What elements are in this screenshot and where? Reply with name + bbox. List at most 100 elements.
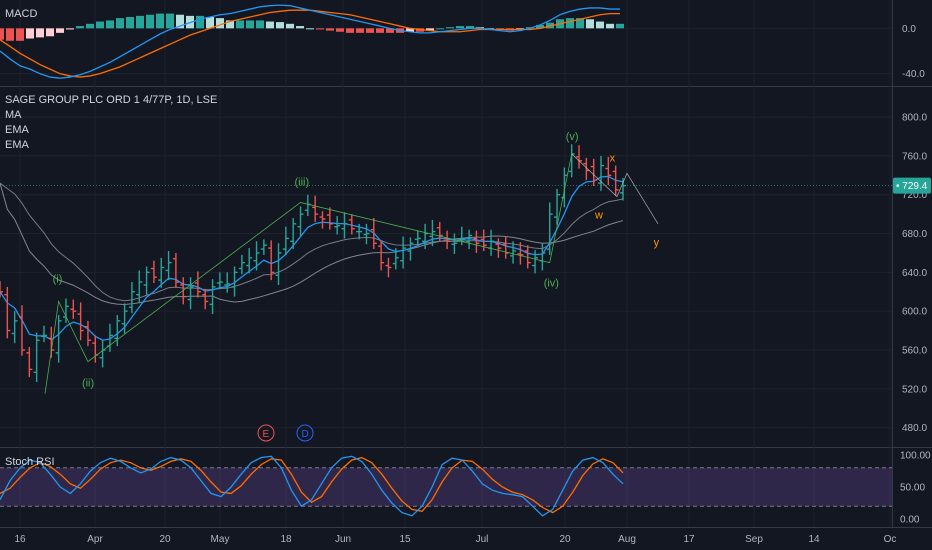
price-pane: (i) (ii) (iii) (iv) (v) x w y E D [0,131,892,442]
macd-histogram-bar [36,28,44,38]
macd-histogram-bar [246,20,254,29]
macd-histogram-bar [106,20,114,29]
time-axis: 16 Apr 20 May 18 Jun 15 Jul 20 Aug 17 Sep 14 Oc [14,534,896,545]
ema-indicator-label-1[interactable]: EMA [5,124,29,136]
macd-histogram-bar [56,28,64,33]
macd-histogram-bar [66,28,74,30]
time-axis-label: 14 [808,534,820,545]
macd-histogram-bar [616,23,624,29]
ma-indicator-label[interactable]: MA [5,109,22,121]
macd-pane-title: MACD [5,8,38,20]
event-marker-e [257,424,275,442]
price-axis-label: 640.0 [902,268,927,279]
time-axis-label: 20 [559,534,571,545]
stoch-axis-label: 50.00 [900,483,925,494]
macd-histogram-bar [446,27,454,29]
time-axis-label: 16 [14,534,26,545]
time-axis-label: Jun [335,534,351,545]
macd-signal-line [0,9,620,78]
time-axis-label: Jul [476,534,489,545]
macd-histogram-bar [576,18,584,29]
price-axis-label: 0.0 [902,24,916,35]
elliott-wave-label: x [610,152,616,164]
macd-histogram-bar [196,15,204,29]
price-axis-label: -40.0 [902,69,925,80]
macd-histogram-bar [436,28,444,30]
time-axis-label: Oc [884,534,897,545]
macd-histogram-bar [606,23,614,29]
last-price-badge [893,177,931,194]
time-axis-label: Sep [745,534,763,545]
macd-histogram-bar [376,28,384,33]
ema-slow-line [0,182,624,302]
macd-histogram-bar [96,21,104,29]
elliott-correction-lines [571,153,659,225]
macd-histogram-bar [6,28,14,41]
macd-histogram-bar [426,28,434,31]
macd-histogram-bar [76,26,84,29]
price-axis-label: 800.0 [902,113,927,124]
elliott-impulse-lines [44,153,573,394]
chart-grid [0,0,932,528]
macd-histogram-bar [266,21,274,29]
elliott-wave-label: (ii) [82,378,94,390]
price-axis-label: 600.0 [902,307,927,318]
elliott-wave-label: (v) [566,131,579,143]
stoch-band-fill [0,467,892,507]
macd-histogram-bar [256,20,264,29]
price-axis-label: 680.0 [902,229,927,240]
macd-histogram-bar [26,28,34,39]
macd-histogram-bar [296,26,304,29]
price-axis-label: 480.0 [902,423,927,434]
macd-line [0,4,620,79]
macd-histogram-bar [156,13,164,29]
ema-fast-line [0,175,624,341]
macd-histogram-bar [386,28,394,33]
ema-indicator-label-2[interactable]: EMA [5,139,29,151]
price-axis-label: 520.0 [902,384,927,395]
time-axis-label: 15 [399,534,411,545]
time-axis-label: Apr [87,534,103,545]
price-pane-legend: SAGE GROUP PLC ORD 1 4/77P, 1D, LSE MA E… [5,93,217,153]
macd-histogram-bar [176,14,184,29]
macd-histogram-bar [456,26,464,29]
macd-histogram-bar [366,28,374,33]
macd-histogram-bar [126,17,134,29]
stoch-rsi-pane [0,455,892,517]
macd-histogram-bar [146,14,154,29]
elliott-wave-label: (iii) [295,177,310,189]
macd-histogram-bar [216,18,224,29]
macd-histogram-bar [46,28,54,37]
elliott-wave-label: (iv) [544,278,559,290]
price-axis-label: 760.0 [902,151,927,162]
macd-histogram-bar [406,28,414,32]
macd-histogram-bar [136,15,144,29]
price-axis-label: 560.0 [902,345,927,356]
time-axis-label: 20 [159,534,171,545]
event-marker-label: E [263,429,270,440]
ma-line [0,182,624,305]
macd-histogram-bar [326,28,334,31]
time-axis-label: Aug [618,534,636,545]
macd-pane [0,4,624,79]
time-axis-label: 17 [683,534,695,545]
price-axis-label: 720.0 [902,190,927,201]
stoch-rsi-title: Stoch RSI [5,456,55,468]
macd-histogram-bar [276,22,284,29]
macd-histogram-bar [226,20,234,29]
event-marker-label: D [302,429,309,440]
macd-histogram-bar [336,28,344,32]
macd-histogram-bar [566,18,574,29]
event-marker-d [296,424,314,442]
macd-histogram-bar [0,28,4,40]
time-axis-label: May [211,534,230,545]
macd-histogram-bar [356,28,364,33]
macd-histogram-bar [206,17,214,29]
last-price-value: • 729.4 [896,181,928,192]
symbol-title[interactable]: SAGE GROUP PLC ORD 1 4/77P, 1D, LSE [5,94,218,106]
elliott-wave-label: w [594,210,603,222]
stoch-k-line [0,455,624,517]
macd-histogram-bar [236,20,244,29]
time-axis-label: 18 [280,534,292,545]
